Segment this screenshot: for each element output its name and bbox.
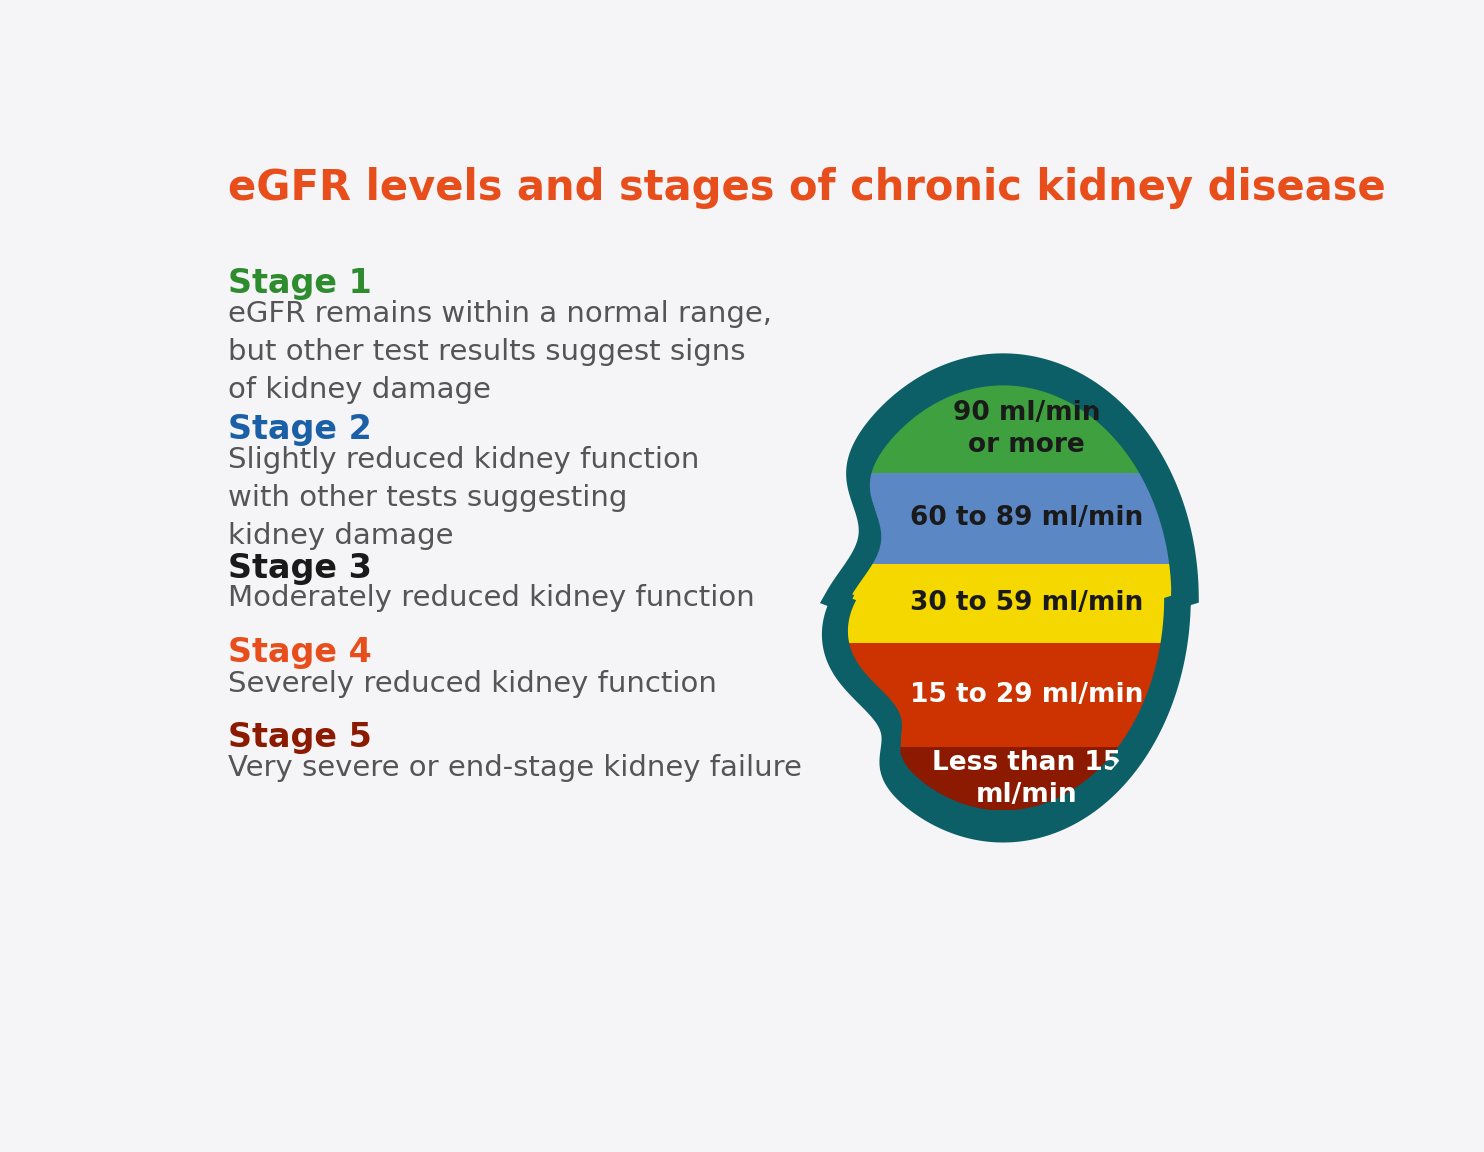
- Text: Slightly reduced kidney function
with other tests suggesting
kidney damage: Slightly reduced kidney function with ot…: [229, 446, 699, 550]
- Text: Stage 1: Stage 1: [229, 267, 372, 300]
- Text: Stage 2: Stage 2: [229, 414, 372, 446]
- Text: eGFR remains within a normal range,
but other test results suggest signs
of kidn: eGFR remains within a normal range, but …: [229, 300, 772, 403]
- Text: 15 to 29 ml/min: 15 to 29 ml/min: [910, 682, 1143, 707]
- Polygon shape: [831, 363, 1189, 833]
- Polygon shape: [847, 386, 1171, 811]
- Text: Less than 15
ml/min: Less than 15 ml/min: [932, 750, 1120, 808]
- Polygon shape: [847, 386, 1171, 811]
- Polygon shape: [847, 386, 1171, 811]
- Polygon shape: [847, 386, 1171, 811]
- Text: Severely reduced kidney function: Severely reduced kidney function: [229, 669, 717, 698]
- Text: Moderately reduced kidney function: Moderately reduced kidney function: [229, 584, 755, 612]
- Text: Stage 5: Stage 5: [229, 721, 372, 755]
- Text: eGFR levels and stages of chronic kidney disease: eGFR levels and stages of chronic kidney…: [229, 167, 1386, 209]
- Polygon shape: [847, 386, 1171, 811]
- Text: Very severe or end-stage kidney failure: Very severe or end-stage kidney failure: [229, 755, 801, 782]
- Text: 30 to 59 ml/min: 30 to 59 ml/min: [910, 590, 1143, 616]
- Text: Stage 4: Stage 4: [229, 636, 372, 669]
- Text: 90 ml/min
or more: 90 ml/min or more: [953, 400, 1100, 458]
- Text: 60 to 89 ml/min: 60 to 89 ml/min: [910, 506, 1143, 531]
- Text: Stage 3: Stage 3: [229, 552, 372, 585]
